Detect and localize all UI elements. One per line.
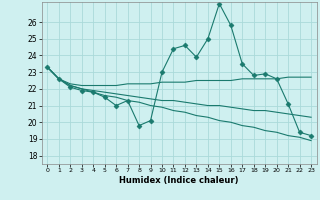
X-axis label: Humidex (Indice chaleur): Humidex (Indice chaleur) [119, 176, 239, 185]
